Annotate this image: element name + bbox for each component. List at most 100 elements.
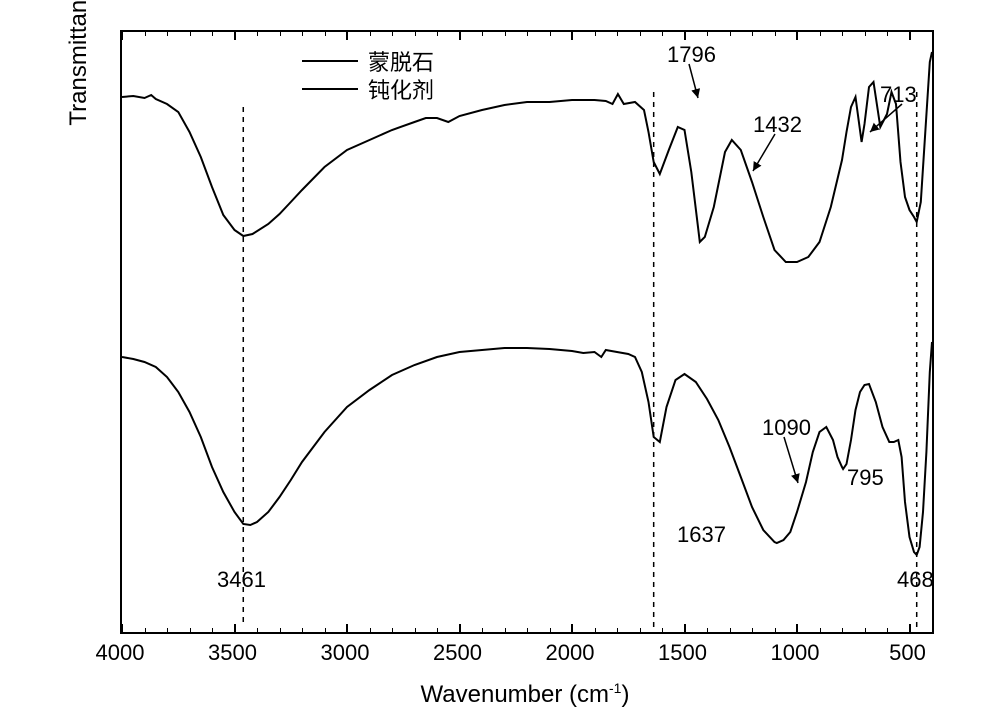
x-tick-minor (820, 628, 821, 634)
x-tick-minor-top (550, 30, 551, 36)
peak-label: 1637 (677, 522, 726, 548)
peak-label: 713 (880, 82, 917, 108)
x-tick-minor-top (527, 30, 528, 36)
x-tick-minor-top (167, 30, 168, 36)
x-tick-minor (280, 628, 281, 634)
x-tick-minor (865, 628, 866, 634)
peak-label: 1090 (762, 415, 811, 441)
x-tick-minor (707, 628, 708, 634)
x-tick-minor-top (707, 30, 708, 36)
x-tick-major-top (346, 30, 348, 40)
x-tick-minor (437, 628, 438, 634)
peak-label: 468 (897, 567, 934, 593)
x-tick-minor-top (145, 30, 146, 36)
x-tick-minor-top (932, 30, 933, 36)
x-tick-minor (932, 628, 933, 634)
x-tick-label: 500 (873, 640, 943, 666)
x-tick-minor (662, 628, 663, 634)
x-tick-label: 2000 (535, 640, 605, 666)
x-tick-label: 4000 (85, 640, 155, 666)
x-tick-minor-top (775, 30, 776, 36)
x-tick-minor (257, 628, 258, 634)
x-tick-minor (212, 628, 213, 634)
x-tick-label: 3000 (310, 640, 380, 666)
x-tick-minor-top (752, 30, 753, 36)
x-tick-minor (145, 628, 146, 634)
chart-page: Transmittance 蒙脱石 钝化剂 179614327131090795… (0, 0, 1000, 728)
x-tick-major (346, 624, 348, 634)
x-tick-major-top (796, 30, 798, 40)
x-tick-label: 1000 (760, 640, 830, 666)
x-tick-major (234, 624, 236, 634)
x-tick-minor-top (595, 30, 596, 36)
x-tick-major (909, 624, 911, 634)
peak-label: 3461 (217, 567, 266, 593)
x-tick-minor (302, 628, 303, 634)
peak-label: 795 (847, 465, 884, 491)
x-tick-minor-top (280, 30, 281, 36)
x-tick-minor-top (302, 30, 303, 36)
x-tick-major (796, 624, 798, 634)
x-tick-minor (550, 628, 551, 634)
x-tick-minor-top (865, 30, 866, 36)
x-tick-minor (752, 628, 753, 634)
x-tick-minor (887, 628, 888, 634)
x-axis-label-suffix: ) (621, 681, 629, 708)
x-tick-minor (482, 628, 483, 634)
x-tick-minor (370, 628, 371, 634)
x-tick-minor (325, 628, 326, 634)
x-tick-major-top (684, 30, 686, 40)
x-tick-minor (190, 628, 191, 634)
x-tick-minor-top (325, 30, 326, 36)
x-tick-minor-top (257, 30, 258, 36)
x-tick-minor (730, 628, 731, 634)
x-tick-minor (617, 628, 618, 634)
x-axis-label: Wavenumber (cm-1) (120, 680, 930, 709)
x-tick-major-top (909, 30, 911, 40)
peak-arrow (753, 134, 775, 171)
x-tick-minor-top (640, 30, 641, 36)
x-tick-major (121, 624, 123, 634)
x-tick-major-top (571, 30, 573, 40)
peak-arrow (784, 437, 798, 483)
x-tick-minor-top (730, 30, 731, 36)
x-tick-minor-top (662, 30, 663, 36)
x-tick-minor (167, 628, 168, 634)
x-tick-minor-top (820, 30, 821, 36)
x-tick-minor-top (617, 30, 618, 36)
x-tick-major (459, 624, 461, 634)
x-tick-minor (595, 628, 596, 634)
x-tick-minor-top (887, 30, 888, 36)
x-tick-minor (640, 628, 641, 634)
x-tick-major (571, 624, 573, 634)
x-tick-label: 2500 (423, 640, 493, 666)
x-tick-minor-top (212, 30, 213, 36)
x-axis-label-text: Wavenumber (cm (421, 681, 609, 708)
x-tick-minor (505, 628, 506, 634)
peak-label: 1432 (753, 112, 802, 138)
x-tick-label: 1500 (648, 640, 718, 666)
x-tick-minor-top (415, 30, 416, 36)
x-tick-minor (392, 628, 393, 634)
x-tick-minor-top (505, 30, 506, 36)
x-tick-minor-top (392, 30, 393, 36)
x-tick-minor (842, 628, 843, 634)
y-axis-label: Transmittance (65, 0, 95, 350)
curves-svg (122, 32, 932, 632)
plot-area: 蒙脱石 钝化剂 17961432713109079516373461468 (120, 30, 934, 634)
x-tick-minor-top (437, 30, 438, 36)
x-tick-minor-top (190, 30, 191, 36)
x-tick-major-top (121, 30, 123, 40)
x-tick-minor (775, 628, 776, 634)
x-tick-minor (415, 628, 416, 634)
x-tick-label: 3500 (198, 640, 268, 666)
x-tick-major (684, 624, 686, 634)
peak-arrow (689, 64, 698, 98)
x-tick-minor (527, 628, 528, 634)
x-tick-major-top (459, 30, 461, 40)
x-tick-minor-top (370, 30, 371, 36)
peak-label: 1796 (667, 42, 716, 68)
x-axis-label-sup: -1 (609, 680, 621, 696)
x-tick-major-top (234, 30, 236, 40)
x-tick-minor-top (482, 30, 483, 36)
